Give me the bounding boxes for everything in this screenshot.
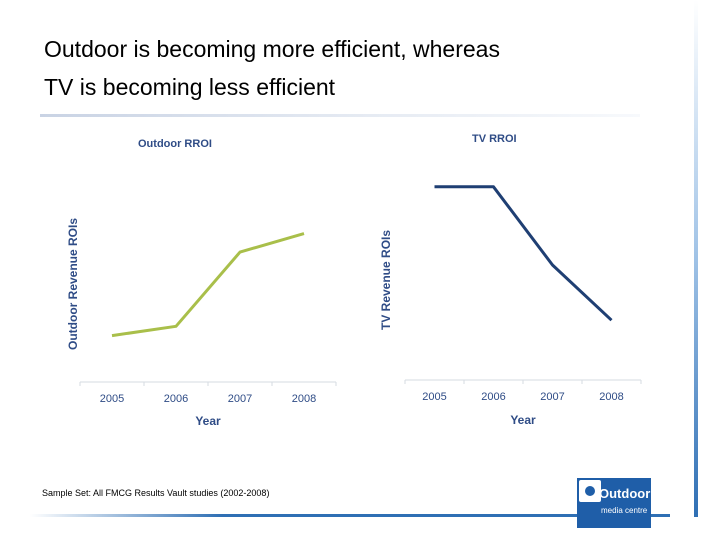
y-axis-label: Outdoor Revenue ROIs: [66, 218, 80, 350]
x-axis-label: Year: [510, 413, 536, 427]
series-line: [111, 232, 305, 338]
x-tick-label: 2008: [292, 393, 316, 405]
x-tick-label: 2006: [481, 391, 505, 403]
x-tick-label: 2006: [164, 393, 188, 405]
title-divider: [40, 114, 640, 117]
x-tick-label: 2007: [228, 393, 252, 405]
x-tick-label: 2005: [422, 391, 446, 403]
slide-title-line2: TV is becoming less efficient: [44, 74, 336, 100]
logo-icon: [579, 480, 601, 502]
slide-title-line1: Outdoor is becoming more efficient, wher…: [44, 36, 500, 62]
logo-subtext: media centre: [601, 506, 648, 515]
series-line: [434, 185, 613, 322]
outdoor-rroi-chart: Outdoor RROI Outdoor Revenue ROIs Year 2…: [66, 138, 337, 428]
y-axis-label: TV Revenue ROIs: [379, 230, 393, 330]
slide-title: Outdoor is becoming more efficient, wher…: [44, 30, 684, 106]
tv-rroi-chart: TV RROI TV Revenue ROIs Year 2005 2006 200…: [379, 133, 642, 427]
chart-title: Outdoor RROI: [138, 138, 212, 150]
x-tick-label: 2008: [599, 391, 623, 403]
outdoor-media-centre-logo: Outdoor media centre: [577, 478, 651, 528]
chart-title: TV RROI: [472, 133, 517, 145]
right-divider: [694, 0, 698, 517]
logo-text: Outdoor: [599, 486, 651, 501]
bottom-divider: [30, 514, 670, 517]
x-axis-label: Year: [195, 414, 221, 428]
x-tick-label: 2005: [100, 393, 124, 405]
x-tick-label: 2007: [540, 391, 564, 403]
footnote: Sample Set: All FMCG Results Vault studi…: [42, 488, 270, 498]
